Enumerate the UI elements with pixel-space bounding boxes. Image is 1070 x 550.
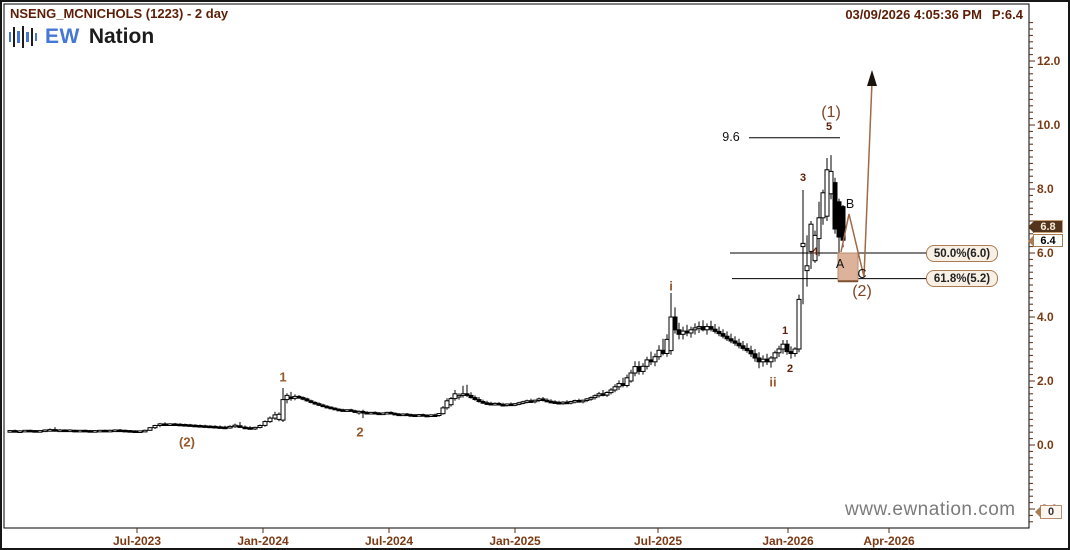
- chart-datetime: 03/09/2026 4:05:36 PM P:6.4: [845, 7, 1023, 22]
- wave-label: B: [845, 197, 855, 211]
- wave-label: A: [835, 257, 845, 271]
- svg-text:Jul-2025: Jul-2025: [634, 534, 682, 548]
- wave-label: 1: [279, 369, 287, 385]
- wave-label: ii: [769, 374, 777, 390]
- wave-label: 1: [781, 325, 789, 337]
- wave-label: 3: [799, 172, 807, 184]
- wave-label: 2: [356, 424, 364, 440]
- wave-label: 9.6: [722, 130, 740, 144]
- svg-text:Jul-2024: Jul-2024: [365, 534, 413, 548]
- waveform-icon: [8, 23, 40, 51]
- fib-50-badge: 50.0%(6.0): [926, 245, 998, 262]
- svg-text:12.0: 12.0: [1037, 54, 1061, 68]
- wave-label: C: [857, 267, 867, 281]
- svg-text:4.0: 4.0: [1037, 310, 1054, 324]
- svg-text:8.0: 8.0: [1037, 182, 1054, 196]
- ewnation-logo: EW Nation: [8, 23, 154, 51]
- price-tag-zero: 0: [1040, 505, 1062, 519]
- wave-label: (1): [821, 104, 841, 121]
- svg-text:0.0: 0.0: [1037, 438, 1054, 452]
- wave-label: i: [669, 278, 673, 294]
- fib-618-badge: 61.8%(5.2): [926, 270, 998, 287]
- wave-label: (2): [852, 283, 872, 300]
- logo-text-nation: Nation: [88, 25, 155, 48]
- price-tag-upper: 6.8: [1033, 220, 1063, 233]
- svg-text:Jan-2026: Jan-2026: [762, 534, 814, 548]
- wave-label: 4: [811, 246, 819, 258]
- logo-text-ew: EW: [45, 25, 80, 48]
- symbol-title: NSENG_MCNICHOLS (1223) - 2 day: [10, 6, 229, 21]
- wave-label: (2): [179, 434, 195, 450]
- svg-text:Jan-2024: Jan-2024: [237, 534, 289, 548]
- wave-label: 5: [825, 121, 833, 133]
- svg-text:2.0: 2.0: [1037, 374, 1054, 388]
- svg-text:Jul-2023: Jul-2023: [113, 534, 161, 548]
- price-readout: P:6.4: [991, 7, 1023, 22]
- wave-label: 2: [786, 363, 794, 375]
- price-tag-lower: 6.4: [1033, 234, 1063, 247]
- svg-text:10.0: 10.0: [1037, 118, 1061, 132]
- svg-text:Apr-2026: Apr-2026: [863, 534, 915, 548]
- svg-text:Jan-2025: Jan-2025: [489, 534, 541, 548]
- datetime-text: 03/09/2026 4:05:36 PM: [845, 7, 982, 22]
- watermark: www.ewnation.com: [845, 499, 1016, 520]
- svg-text:6.0: 6.0: [1037, 246, 1054, 260]
